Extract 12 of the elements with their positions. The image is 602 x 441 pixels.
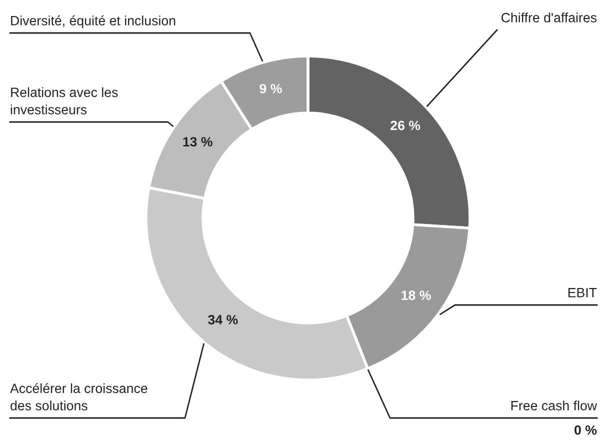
slice-label: Chiffre d'affaires (501, 12, 597, 22)
data-label: 18 % (402, 290, 431, 300)
data-label: 9 % (260, 84, 282, 94)
data-label: 34 % (208, 315, 238, 324)
data-label: 26 % (390, 120, 420, 130)
slice-label: Relations avec les investisseurs (10, 87, 118, 114)
category-label: Free cash flow (511, 400, 598, 410)
slice-label: EBIT (568, 288, 597, 298)
slice-label: Accélérer la croissance des solutions (10, 383, 148, 410)
slice-label: Diversité, équité et inclusion (11, 15, 176, 28)
text: 0 % (574, 425, 597, 435)
data-label: 13 % (183, 137, 212, 147)
